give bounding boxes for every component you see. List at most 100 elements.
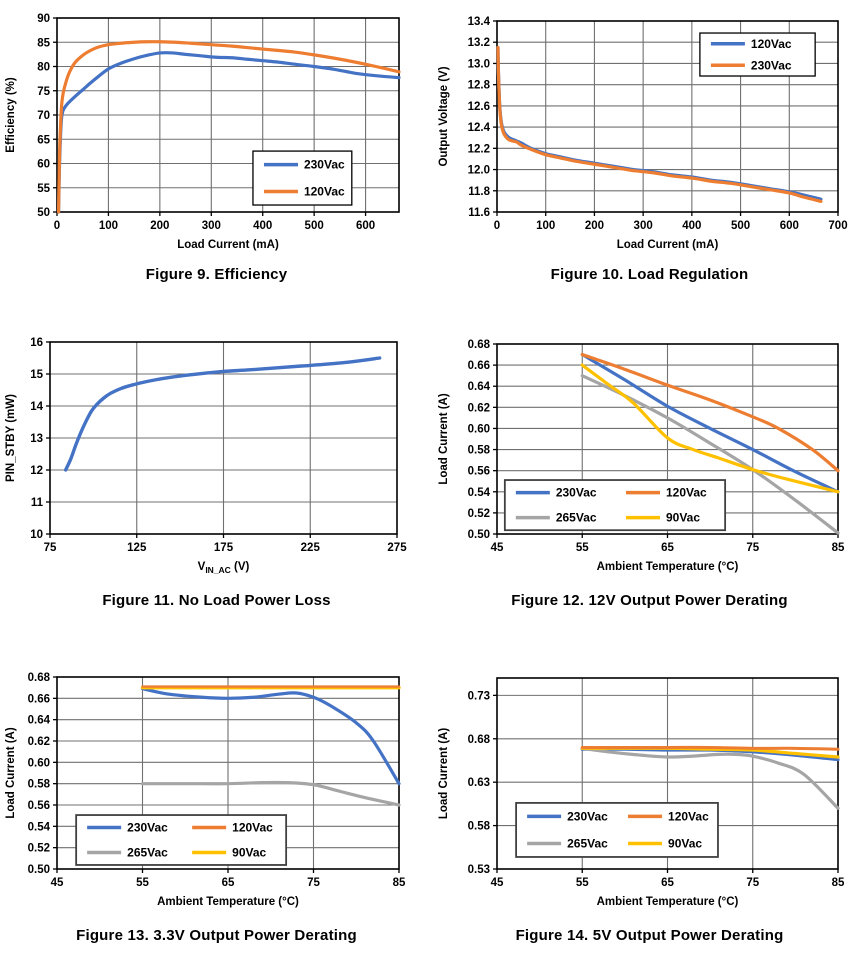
svg-text:0.52: 0.52 [28, 843, 50, 855]
svg-text:13.4: 13.4 [468, 16, 491, 28]
svg-text:11.8: 11.8 [468, 186, 490, 198]
svg-text:13.2: 13.2 [468, 37, 490, 49]
svg-text:75: 75 [746, 542, 759, 554]
svg-text:0.54: 0.54 [468, 487, 491, 499]
svg-text:265Vac: 265Vac [567, 836, 608, 850]
svg-text:175: 175 [214, 542, 234, 554]
svg-text:0.63: 0.63 [468, 777, 490, 789]
svg-text:0.60: 0.60 [468, 423, 490, 435]
svg-text:45: 45 [491, 877, 504, 889]
svg-text:125: 125 [127, 542, 147, 554]
svg-text:45: 45 [491, 542, 504, 554]
svg-text:65: 65 [222, 877, 235, 889]
svg-text:0.64: 0.64 [468, 381, 491, 393]
svg-text:55: 55 [576, 542, 589, 554]
derating-3v3-chart: 45 55 65 75 85 0.50 0.52 0.54 0.56 0.58 0.60 0.62 0.… [5, 672, 406, 908]
svg-text:12.8: 12.8 [468, 80, 491, 92]
svg-text:120Vac: 120Vac [232, 821, 273, 835]
svg-text:12.2: 12.2 [468, 143, 490, 155]
svg-text:120Vac: 120Vac [666, 486, 707, 500]
svg-text:230Vac: 230Vac [751, 58, 792, 72]
svg-text:230Vac: 230Vac [556, 486, 597, 500]
svg-text:70: 70 [37, 110, 50, 122]
derating-12v-chart: 45 55 65 75 85 0.50 0.52 0.54 0.56 0.58 0.60 0.62 0.… [438, 339, 845, 573]
svg-text:85: 85 [393, 877, 406, 889]
svg-text:15: 15 [30, 369, 43, 381]
svg-text:600: 600 [356, 220, 375, 232]
figure-10-caption: Figure 10. Load Regulation [550, 266, 749, 283]
svg-text:0.68: 0.68 [28, 672, 51, 684]
svg-text:55: 55 [576, 877, 589, 889]
svg-text:45: 45 [51, 877, 64, 889]
figure-13-caption: Figure 13. 3.3V Output Power Derating [76, 927, 357, 944]
svg-text:90Vac: 90Vac [668, 836, 702, 850]
svg-text:0.66: 0.66 [28, 693, 50, 705]
svg-text:225: 225 [301, 542, 321, 554]
figure-11-no-load-power-loss: 75 125 175 225 275 10 11 12 13 14 15 16 VIN_AC (V) PI… [0, 330, 433, 665]
svg-text:0: 0 [54, 220, 60, 232]
svg-text:55: 55 [37, 183, 50, 195]
svg-text:0.52: 0.52 [468, 508, 490, 520]
svg-text:VIN_AC (V): VIN_AC (V) [198, 561, 250, 575]
svg-text:0.56: 0.56 [468, 466, 490, 478]
svg-text:0.58: 0.58 [468, 445, 491, 457]
svg-text:700: 700 [828, 220, 847, 232]
svg-text:Load Current (mA): Load Current (mA) [617, 239, 719, 251]
svg-text:0.56: 0.56 [28, 800, 50, 812]
svg-text:85: 85 [832, 542, 845, 554]
svg-text:80: 80 [37, 62, 50, 74]
svg-text:Load Current (A): Load Current (A) [438, 393, 450, 485]
svg-text:500: 500 [731, 220, 750, 232]
svg-text:230Vac: 230Vac [127, 821, 168, 835]
svg-text:500: 500 [305, 220, 324, 232]
svg-text:0.66: 0.66 [468, 360, 490, 372]
svg-text:100: 100 [536, 220, 555, 232]
svg-text:11: 11 [31, 497, 44, 509]
svg-text:75: 75 [307, 877, 320, 889]
svg-text:200: 200 [150, 220, 169, 232]
svg-text:65: 65 [661, 542, 674, 554]
svg-text:0.60: 0.60 [28, 757, 50, 769]
svg-text:12.6: 12.6 [468, 101, 490, 113]
svg-text:0.73: 0.73 [468, 690, 490, 702]
svg-text:600: 600 [780, 220, 799, 232]
svg-text:0.58: 0.58 [28, 779, 51, 791]
svg-text:0.62: 0.62 [28, 736, 50, 748]
svg-text:0.54: 0.54 [28, 821, 51, 833]
svg-text:300: 300 [634, 220, 653, 232]
svg-text:265Vac: 265Vac [556, 511, 597, 525]
load-regulation-chart: 0 100 200 300 400 500 600 700 11.6 11.8 12.0 12.2 12… [438, 16, 848, 251]
svg-text:Load Current (mA): Load Current (mA) [177, 239, 279, 251]
svg-text:10: 10 [30, 529, 43, 541]
svg-text:0.68: 0.68 [468, 734, 491, 746]
svg-text:60: 60 [37, 159, 50, 171]
svg-text:13: 13 [30, 433, 43, 445]
svg-text:Output Voltage (V): Output Voltage (V) [438, 66, 450, 166]
svg-text:0.62: 0.62 [468, 402, 490, 414]
svg-text:265Vac: 265Vac [127, 845, 168, 859]
svg-text:12: 12 [30, 465, 43, 477]
svg-text:0.53: 0.53 [468, 864, 490, 876]
svg-text:Ambient Temperature (°C): Ambient Temperature (°C) [597, 896, 739, 908]
svg-text:400: 400 [682, 220, 701, 232]
figure-14-caption: Figure 14. 5V Output Power Derating [515, 927, 784, 944]
svg-text:90Vac: 90Vac [666, 511, 700, 525]
svg-text:85: 85 [832, 877, 845, 889]
figure-14-5v-derating: 45 55 65 75 85 0.53 0.58 0.63 0.68 0.73 Ambient Te… [433, 665, 866, 976]
svg-text:75: 75 [44, 542, 57, 554]
svg-text:Ambient Temperature (°C): Ambient Temperature (°C) [157, 896, 299, 908]
figure-13-3v3-derating: 45 55 65 75 85 0.50 0.52 0.54 0.56 0.58 0.60 0.62 0.… [0, 665, 433, 976]
svg-text:PIN_STBY (mW): PIN_STBY (mW) [5, 394, 17, 482]
figure-12-12v-derating: 45 55 65 75 85 0.50 0.52 0.54 0.56 0.58 0.60 0.62 0.… [433, 330, 866, 665]
svg-text:12.0: 12.0 [468, 165, 490, 177]
figure-12-caption: Figure 12. 12V Output Power Derating [511, 592, 788, 609]
svg-text:275: 275 [387, 542, 407, 554]
figure-9-caption: Figure 9. Efficiency [145, 266, 288, 283]
svg-text:85: 85 [37, 37, 50, 49]
figure-11-caption: Figure 11. No Load Power Loss [102, 592, 331, 609]
svg-text:50: 50 [37, 207, 50, 219]
svg-text:120Vac: 120Vac [751, 37, 792, 51]
svg-text:Ambient Temperature (°C): Ambient Temperature (°C) [597, 561, 739, 573]
svg-text:120Vac: 120Vac [304, 185, 345, 199]
